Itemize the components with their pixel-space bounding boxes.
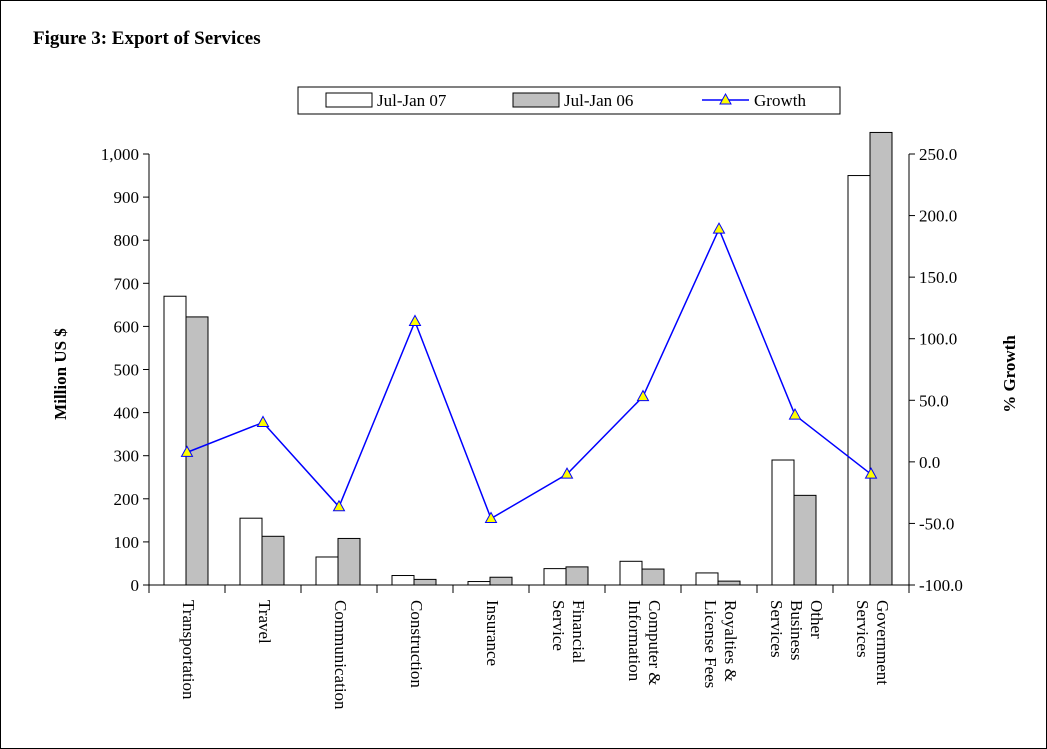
legend-swatch-series1 [325, 92, 373, 108]
legend-swatch-series2 [512, 92, 560, 108]
growth-line [186, 227, 872, 520]
growth-point [712, 222, 726, 234]
figure-title: Figure 3: Export of Services [33, 28, 261, 49]
y-tick-label: 400 [114, 404, 140, 423]
x-category-label: Royalties & [721, 600, 740, 682]
y2-tick-label: 50.0 [919, 391, 949, 410]
y-tick-label: 300 [114, 447, 140, 466]
bar-jul-jan-07 [467, 581, 491, 586]
legend-swatch-growth-marker [719, 92, 732, 105]
y2-tick-label: -100.0 [919, 576, 963, 595]
x-category-label: Service [549, 600, 568, 651]
bar-jul-jan-07 [391, 575, 415, 586]
bar-jul-jan-06 [261, 535, 285, 586]
bar-jul-jan-07 [695, 572, 719, 586]
bar-jul-jan-07 [543, 568, 567, 586]
left-axis-label: Million US $ [51, 328, 70, 420]
x-category-label: Financial [569, 600, 588, 664]
growth-point [256, 415, 270, 427]
legend-label-series1: Jul-Jan 07 [377, 91, 447, 110]
bar-jul-jan-06 [717, 580, 741, 586]
x-category-label: Transportation [179, 600, 198, 700]
bar-jul-jan-07 [315, 556, 339, 586]
y2-tick-label: 150.0 [919, 268, 957, 287]
x-category-label: Services [767, 600, 786, 658]
bar-jul-jan-07 [771, 459, 795, 586]
growth-point [636, 389, 650, 402]
y-tick-label: 500 [114, 361, 140, 380]
bar-jul-jan-06 [565, 566, 589, 586]
x-category-label: Computer & [645, 600, 664, 685]
bar-jul-jan-07 [847, 175, 871, 586]
y-tick-label: 700 [114, 274, 140, 293]
bar-jul-jan-06 [793, 494, 817, 586]
x-category-label: Business [787, 600, 806, 660]
y-tick-label: 100 [114, 533, 140, 552]
x-category-label: License Fees [701, 600, 720, 688]
plot-area: 0 100 200 300 400 500 600 700 800 900 1,000 -100.0 -… [101, 131, 963, 710]
y-tick-label: 0 [131, 576, 140, 595]
y-tick-label: 200 [114, 490, 140, 509]
bar-jul-jan-06 [337, 537, 361, 586]
x-category-label: Services [853, 600, 872, 658]
x-category-label: Government [873, 600, 892, 685]
x-category-label: Information [625, 600, 644, 682]
legend-label-growth: Growth [754, 91, 806, 110]
y-tick-label: 900 [114, 188, 140, 207]
bar-jul-jan-06 [869, 131, 893, 586]
bar-jul-jan-07 [163, 295, 187, 586]
growth-point [332, 499, 346, 512]
x-category-label: Communication [331, 600, 350, 710]
y2-tick-label: 200.0 [919, 207, 957, 226]
x-category-label: Insurance [483, 600, 502, 666]
y-tick-label: 600 [114, 317, 140, 336]
growth-point [864, 467, 878, 479]
x-category-label: Other [807, 600, 826, 639]
legend-label-series2: Jul-Jan 06 [564, 91, 633, 110]
x-category-label: Construction [407, 600, 426, 688]
growth-point [788, 408, 802, 420]
y2-tick-label: -50.0 [919, 514, 954, 533]
growth-point [408, 314, 422, 326]
legend: Jul-Jan 07 Jul-Jan 06 Growth [297, 86, 841, 115]
bar-jul-jan-07 [239, 517, 263, 586]
bar-jul-jan-06 [413, 578, 437, 586]
growth-point [560, 467, 574, 479]
y-tick-label: 1,000 [101, 145, 139, 164]
bar-jul-jan-06 [489, 576, 513, 586]
growth-point [180, 445, 194, 457]
x-category-label: Travel [255, 600, 274, 644]
bar-jul-jan-07 [619, 560, 643, 586]
y2-tick-label: 250.0 [919, 145, 957, 164]
right-axis-label: % Growth [1000, 335, 1019, 413]
growth-point [484, 511, 498, 524]
legend-box [297, 86, 841, 115]
y2-tick-label: 100.0 [919, 330, 957, 349]
bar-jul-jan-06 [641, 568, 665, 586]
y-tick-label: 800 [114, 231, 140, 250]
y2-tick-label: 0.0 [919, 453, 940, 472]
